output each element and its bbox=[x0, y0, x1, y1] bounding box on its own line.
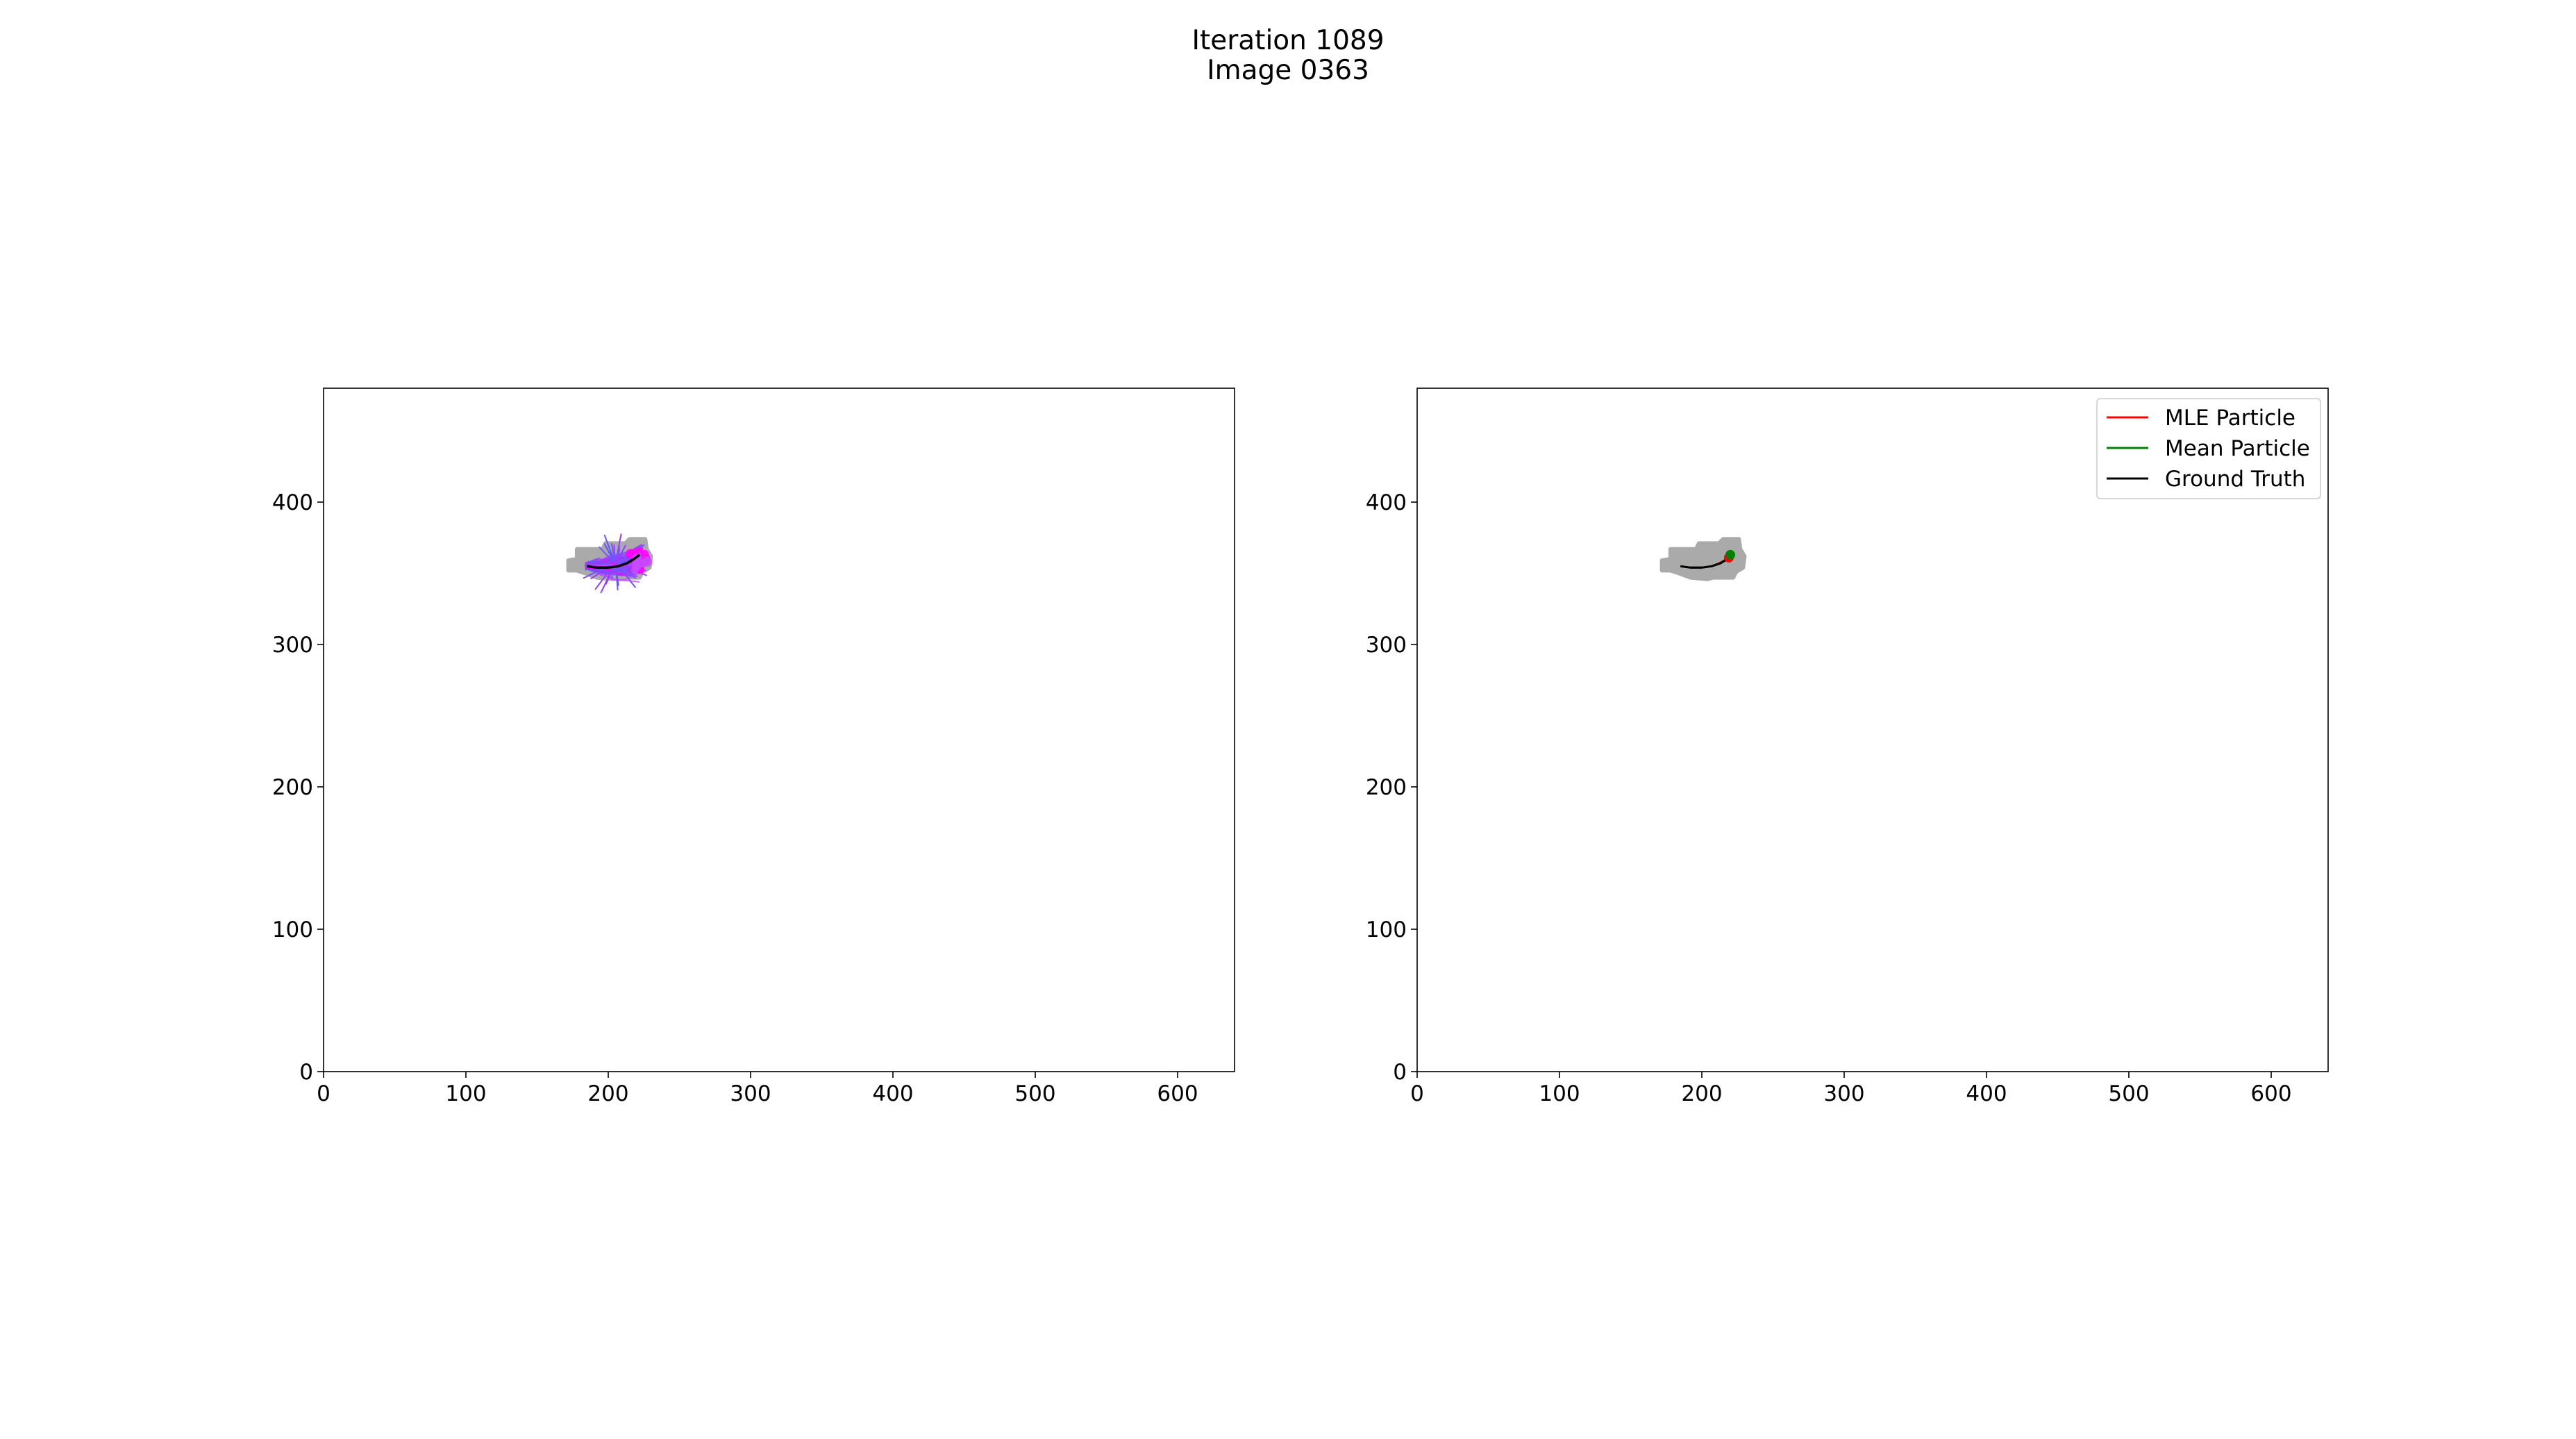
particle-spike bbox=[615, 545, 621, 560]
particle-spike bbox=[599, 546, 612, 561]
particle-endpoint bbox=[631, 561, 639, 569]
x-tick-label: 300 bbox=[730, 1081, 771, 1106]
x-tick-label: 600 bbox=[1157, 1081, 1198, 1106]
y-tick-label: 100 bbox=[272, 917, 313, 942]
particle-spike bbox=[610, 567, 615, 579]
x-tick-label: 100 bbox=[1539, 1081, 1580, 1106]
y-tick-label: 200 bbox=[1366, 775, 1407, 800]
figure-title: Iteration 1089 bbox=[1191, 25, 1385, 56]
x-tick-label: 200 bbox=[1681, 1081, 1722, 1106]
x-tick-label: 600 bbox=[2250, 1081, 2291, 1106]
x-tick-label: 100 bbox=[445, 1081, 486, 1106]
x-tick-label: 0 bbox=[317, 1081, 331, 1106]
particle-endpoint bbox=[626, 550, 634, 559]
x-tick-label: 300 bbox=[1823, 1081, 1864, 1106]
particle-endpoint bbox=[643, 556, 651, 565]
x-tick-label: 500 bbox=[2108, 1081, 2149, 1106]
particle-endpoint bbox=[633, 548, 639, 554]
particle-spike bbox=[610, 542, 615, 560]
particle-spike bbox=[617, 566, 625, 576]
particle-spike bbox=[614, 567, 619, 591]
y-tick-label: 300 bbox=[1366, 633, 1407, 658]
right-panel: 0 100 200 300 400 500 600 0 100 200 300 400 MLE Part… bbox=[1366, 388, 2329, 1106]
legend-label: Mean Particle bbox=[2165, 436, 2310, 461]
mask-region bbox=[1659, 537, 1747, 581]
particle-spike bbox=[594, 566, 613, 590]
plot-area bbox=[566, 533, 653, 594]
x-tick-label: 400 bbox=[872, 1081, 913, 1106]
legend-label: MLE Particle bbox=[2165, 406, 2295, 431]
x-tick-label: 500 bbox=[1014, 1081, 1055, 1106]
x-tick-label: 0 bbox=[1410, 1081, 1424, 1106]
particle-spike bbox=[617, 544, 626, 560]
y-tick-label: 300 bbox=[272, 633, 313, 658]
y-tick-label: 0 bbox=[1393, 1060, 1407, 1085]
y-tick-label: 100 bbox=[1366, 917, 1407, 942]
particle-spike bbox=[619, 565, 628, 574]
particle-spike bbox=[607, 566, 614, 578]
y-tick-label: 200 bbox=[272, 775, 313, 800]
particle-spike bbox=[603, 534, 614, 560]
endpoint-marker bbox=[1725, 549, 1735, 560]
y-tick-label: 400 bbox=[272, 490, 313, 515]
legend-box bbox=[2096, 398, 2321, 499]
axes-frame bbox=[1416, 388, 2329, 1072]
left-panel: 0 100 200 300 400 500 600 0 100 200 300 400 bbox=[272, 388, 1235, 1106]
plot-area bbox=[1659, 537, 1747, 581]
legend-label: Ground Truth bbox=[2165, 467, 2305, 492]
x-tick-label: 200 bbox=[587, 1081, 628, 1106]
particle-track bbox=[585, 565, 632, 576]
y-tick-label: 400 bbox=[1366, 490, 1407, 515]
figure-subtitle: Image 0363 bbox=[1207, 55, 1369, 86]
axes-frame bbox=[323, 388, 1235, 1072]
particle-spike bbox=[604, 544, 614, 560]
x-tick-label: 400 bbox=[1966, 1081, 2007, 1106]
particle-track bbox=[587, 568, 640, 583]
y-tick-label: 0 bbox=[299, 1060, 313, 1085]
ground-truth-line bbox=[587, 554, 641, 569]
